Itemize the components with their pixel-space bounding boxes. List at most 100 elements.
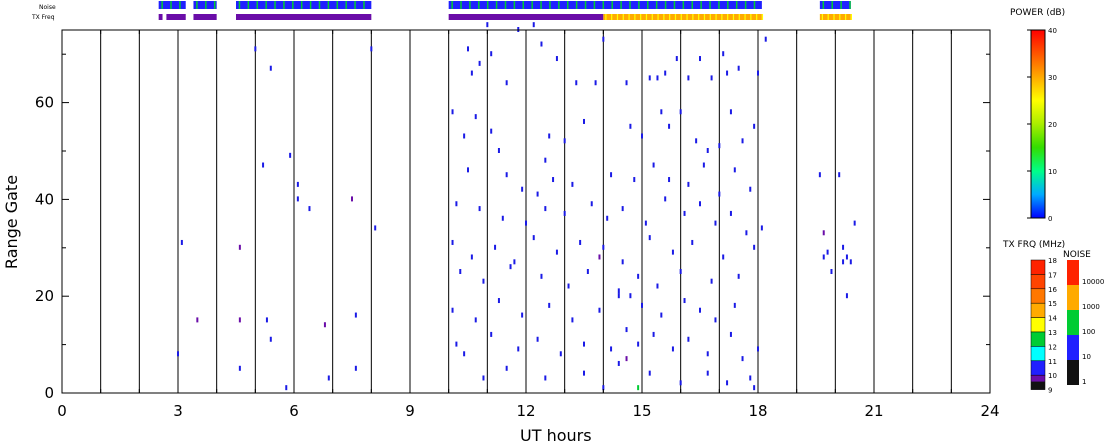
data-point — [265, 317, 268, 323]
noise-level-mark — [283, 1, 285, 9]
noise-level-mark — [673, 1, 676, 9]
noise-level-mark — [495, 1, 498, 9]
data-point — [262, 162, 265, 168]
noise-level-mark — [318, 1, 321, 9]
power-colorbar-title: POWER (dB) — [1010, 8, 1065, 18]
data-point — [610, 172, 613, 178]
power-tick-label: 40 — [1048, 27, 1057, 35]
txfreq-level-mark — [645, 14, 648, 20]
data-point — [374, 225, 377, 231]
noise-colorbar-cells: 10000 1000 100 10 1 — [1067, 260, 1104, 386]
data-point — [563, 138, 566, 144]
data-point — [455, 201, 458, 207]
txfreq-tick-label: 12 — [1048, 343, 1057, 351]
txfreq-level-mark — [827, 14, 829, 20]
data-point — [629, 293, 632, 299]
noise-cell — [1067, 360, 1079, 385]
data-point — [478, 206, 481, 212]
data-point — [296, 181, 299, 187]
data-point — [548, 302, 551, 308]
data-point — [664, 196, 667, 202]
noise-segment — [448, 1, 762, 9]
data-point — [555, 249, 558, 255]
data-point — [509, 264, 512, 270]
data-point — [683, 298, 686, 304]
data-point — [497, 148, 500, 153]
noise-level-mark — [744, 1, 747, 9]
noise-cell — [1067, 285, 1079, 310]
data-point — [660, 312, 663, 318]
noise-segment — [158, 1, 186, 9]
noise-level-mark — [566, 1, 569, 9]
data-point — [737, 273, 740, 279]
data-point — [652, 162, 655, 168]
txfreq-level-mark — [715, 14, 717, 20]
data-point — [269, 65, 272, 71]
data-point — [571, 317, 574, 323]
data-point — [559, 351, 562, 357]
txfreq-level-mark — [698, 14, 700, 20]
data-point — [706, 148, 709, 153]
txfreq-level-mark — [744, 14, 746, 20]
noise-level-mark — [822, 1, 825, 9]
txfreq-segment — [448, 14, 604, 20]
data-point — [637, 341, 640, 347]
x-tick-label: 3 — [173, 402, 183, 420]
data-points — [177, 22, 856, 391]
data-point — [544, 375, 547, 381]
x-tick-label: 0 — [57, 402, 67, 420]
status-bars — [158, 1, 852, 20]
power-tick-label: 0 — [1048, 215, 1052, 223]
x-tick-label: 9 — [405, 402, 415, 420]
y-tick-label: 0 — [44, 384, 54, 402]
noise-level-mark — [593, 1, 596, 9]
noise-segment — [819, 1, 851, 9]
noise-level-mark — [336, 1, 339, 9]
data-point — [490, 128, 493, 134]
txfreq-level-mark — [845, 14, 847, 20]
noise-level-mark — [265, 1, 267, 9]
data-point — [525, 220, 527, 226]
data-point — [536, 336, 539, 342]
noise-cell — [1067, 260, 1079, 285]
data-point — [729, 109, 732, 115]
noise-level-mark — [700, 1, 702, 9]
data-point — [354, 312, 357, 318]
data-point — [296, 196, 299, 202]
data-point — [687, 181, 690, 187]
noise-level-mark — [504, 1, 507, 9]
data-point — [757, 346, 759, 352]
data-point — [641, 133, 643, 139]
data-point — [830, 269, 833, 274]
data-point — [818, 172, 821, 178]
data-point — [323, 322, 326, 328]
data-point — [532, 235, 535, 241]
txfreq-level-mark — [657, 14, 659, 20]
data-point — [521, 312, 524, 318]
data-point — [269, 336, 272, 342]
data-point — [238, 244, 241, 250]
data-point — [586, 269, 589, 274]
data-point — [629, 123, 632, 129]
data-point — [563, 210, 566, 216]
txfreq-cell — [1030, 360, 1046, 376]
data-point — [532, 22, 535, 28]
txfreq-level-mark — [750, 14, 752, 20]
data-point — [722, 254, 725, 260]
txfreq-level-mark — [634, 14, 636, 20]
data-point — [617, 293, 620, 299]
data-point — [451, 239, 454, 245]
noise-level-mark — [840, 1, 842, 9]
noise-level-mark — [620, 1, 622, 9]
data-point — [737, 65, 740, 71]
data-point — [536, 191, 539, 197]
data-point — [695, 138, 698, 144]
power-tick-label: 20 — [1048, 121, 1057, 129]
data-point — [741, 356, 744, 362]
data-point — [521, 186, 524, 192]
data-point — [710, 75, 713, 81]
txfreq-colorbar: TX FRQ (MHz) 18 17 16 15 14 13 12 11 10 9 — [1002, 240, 1065, 395]
noise-level-mark — [522, 1, 525, 9]
noise-level-mark — [292, 1, 294, 9]
